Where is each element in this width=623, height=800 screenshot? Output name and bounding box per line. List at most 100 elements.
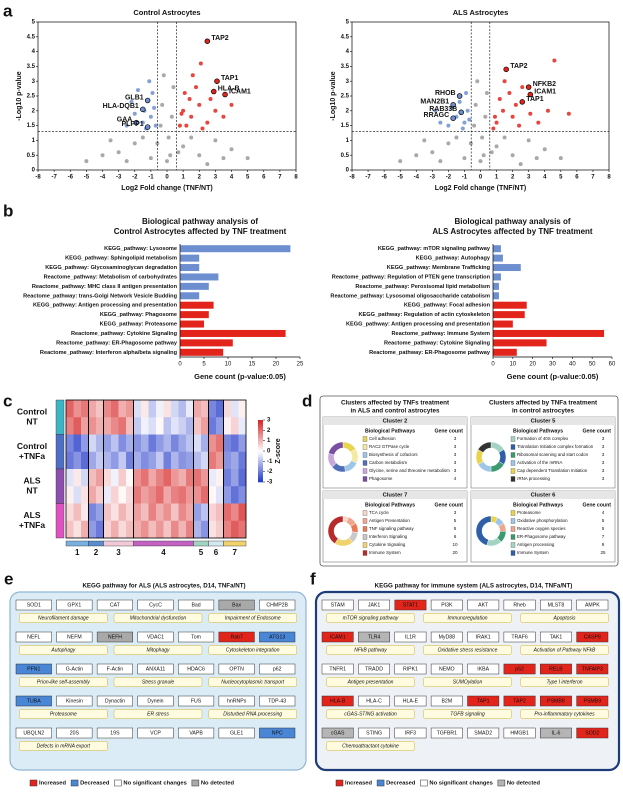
group-tag: [520, 677, 609, 687]
x-tick-label: 4: [543, 175, 547, 181]
gene-label: HLA-B: [218, 85, 240, 92]
heatmap-cell: [88, 400, 97, 418]
gene-label: RAB33B: [429, 106, 457, 113]
data-point: [155, 141, 160, 146]
category-label: Reactome_pathway: trans-Golgi Network Ve…: [23, 293, 177, 299]
gene-node-label: Rheb: [513, 603, 526, 609]
chart-title: Biological pathway analysis of: [454, 217, 570, 226]
heatmap-cell: [216, 503, 224, 522]
data-point: [182, 91, 187, 96]
colorbar-tick-label: -3: [267, 480, 273, 486]
heatmap-cell: [223, 400, 232, 418]
data-point: [221, 114, 226, 119]
gene-node-label: HLA-E: [403, 699, 419, 705]
group-label: Cytoskeleton integration: [226, 647, 280, 653]
colorbar-step: [258, 473, 263, 477]
legend-swatch: [362, 436, 368, 442]
column-header: Biological Pathways: [365, 502, 415, 508]
bar: [180, 282, 209, 290]
heatmap-cell: [238, 520, 247, 539]
heatmap-cell: [141, 469, 149, 487]
gene-count: 3: [602, 436, 605, 441]
pathway-name: Reactive oxygen species: [517, 526, 566, 531]
heatmap-cell: [133, 503, 142, 522]
data-point: [534, 156, 539, 161]
heatmap-cell: [111, 520, 119, 539]
data-point: [542, 147, 547, 152]
cluster-label: 1: [75, 548, 80, 557]
pathway-name: Ribosomal scanning and start codon: [517, 452, 589, 457]
heatmap-cell: [66, 469, 74, 487]
cluster-title: Cluster 2: [383, 419, 408, 425]
heatmap-cell: [201, 451, 209, 470]
gene-node: [218, 599, 255, 611]
data-point: [510, 114, 515, 119]
data-point: [528, 111, 533, 116]
gene-node-label: NPC: [272, 731, 283, 737]
heatmap-cell: [178, 434, 187, 453]
heatmap-cell: [186, 434, 194, 453]
gene-node-label: FUS: [191, 699, 202, 705]
legend-swatch: [362, 526, 368, 532]
heatmap-cell: [66, 417, 74, 435]
heatmap-cell: [133, 520, 142, 539]
gene-count: 3: [454, 452, 457, 457]
data-point: [446, 141, 451, 146]
colorbar-step: [258, 477, 263, 481]
chart-title: Control Astrocytes affected by TNF treat…: [114, 227, 287, 236]
gene-node: [540, 727, 572, 739]
group-label: Control: [17, 441, 47, 451]
data-point: [497, 96, 502, 101]
legend-swatch: [29, 779, 38, 787]
group-label: mTOR signaling pathway: [343, 615, 399, 621]
x-tick-label: -5: [398, 175, 404, 181]
legend-swatch: [362, 550, 368, 556]
group-tag: [113, 613, 203, 623]
panel-title: in control astrocytes: [512, 408, 574, 415]
heatmap-cell: [238, 451, 247, 470]
gene-node: [137, 631, 174, 643]
y-tick-label: 1: [346, 138, 350, 144]
gene-node-label: OPTN: [229, 667, 244, 673]
group-label: NT: [26, 486, 38, 496]
x-tick-label: 1: [181, 175, 185, 181]
heatmap-cell: [126, 520, 134, 539]
x-tick-label: -2: [446, 175, 452, 181]
gene-node-label: Rab7: [230, 635, 243, 641]
gene-point: [456, 93, 463, 99]
heatmap-cell: [73, 520, 82, 539]
gene-node-label: HLA-C: [366, 699, 382, 705]
gene-node-label: HDAC6: [187, 667, 205, 673]
heatmap-cell: [156, 503, 164, 522]
heatmap-cell: [156, 486, 164, 504]
panel-letter: a: [3, 1, 13, 20]
data-point: [165, 159, 169, 164]
colorbar-step: [258, 440, 263, 444]
data-point: [181, 108, 186, 113]
heatmap-cell: [141, 434, 149, 453]
gene-count: 3: [454, 468, 457, 473]
gene-node-label: Bax: [232, 603, 241, 609]
group-tag: [326, 613, 415, 623]
heatmap-cell: [81, 400, 89, 418]
gene-node-label: p62: [273, 667, 282, 673]
heatmap-cell: [223, 486, 232, 504]
x-tick-label: 25: [297, 362, 304, 368]
plot-frame: [351, 21, 610, 171]
x-tick-label: -1: [148, 175, 154, 181]
data-point: [150, 91, 155, 96]
x-tick-label: 10: [225, 362, 232, 368]
gene-node-label: TRAF6: [511, 635, 528, 641]
data-point: [492, 114, 497, 119]
heatmap-cell: [163, 451, 172, 470]
gene-node-label: VAPB: [189, 731, 203, 737]
gene-node-label: hnRNPs: [227, 699, 247, 705]
group-strip: [55, 503, 65, 539]
heatmap-cell: [103, 417, 112, 435]
heatmap-cell: [178, 469, 187, 487]
heatmap-cell: [171, 400, 179, 418]
data-point: [205, 162, 210, 167]
bar: [493, 311, 525, 319]
heatmap-cell: [156, 400, 164, 418]
gene-count: 3: [602, 444, 605, 449]
